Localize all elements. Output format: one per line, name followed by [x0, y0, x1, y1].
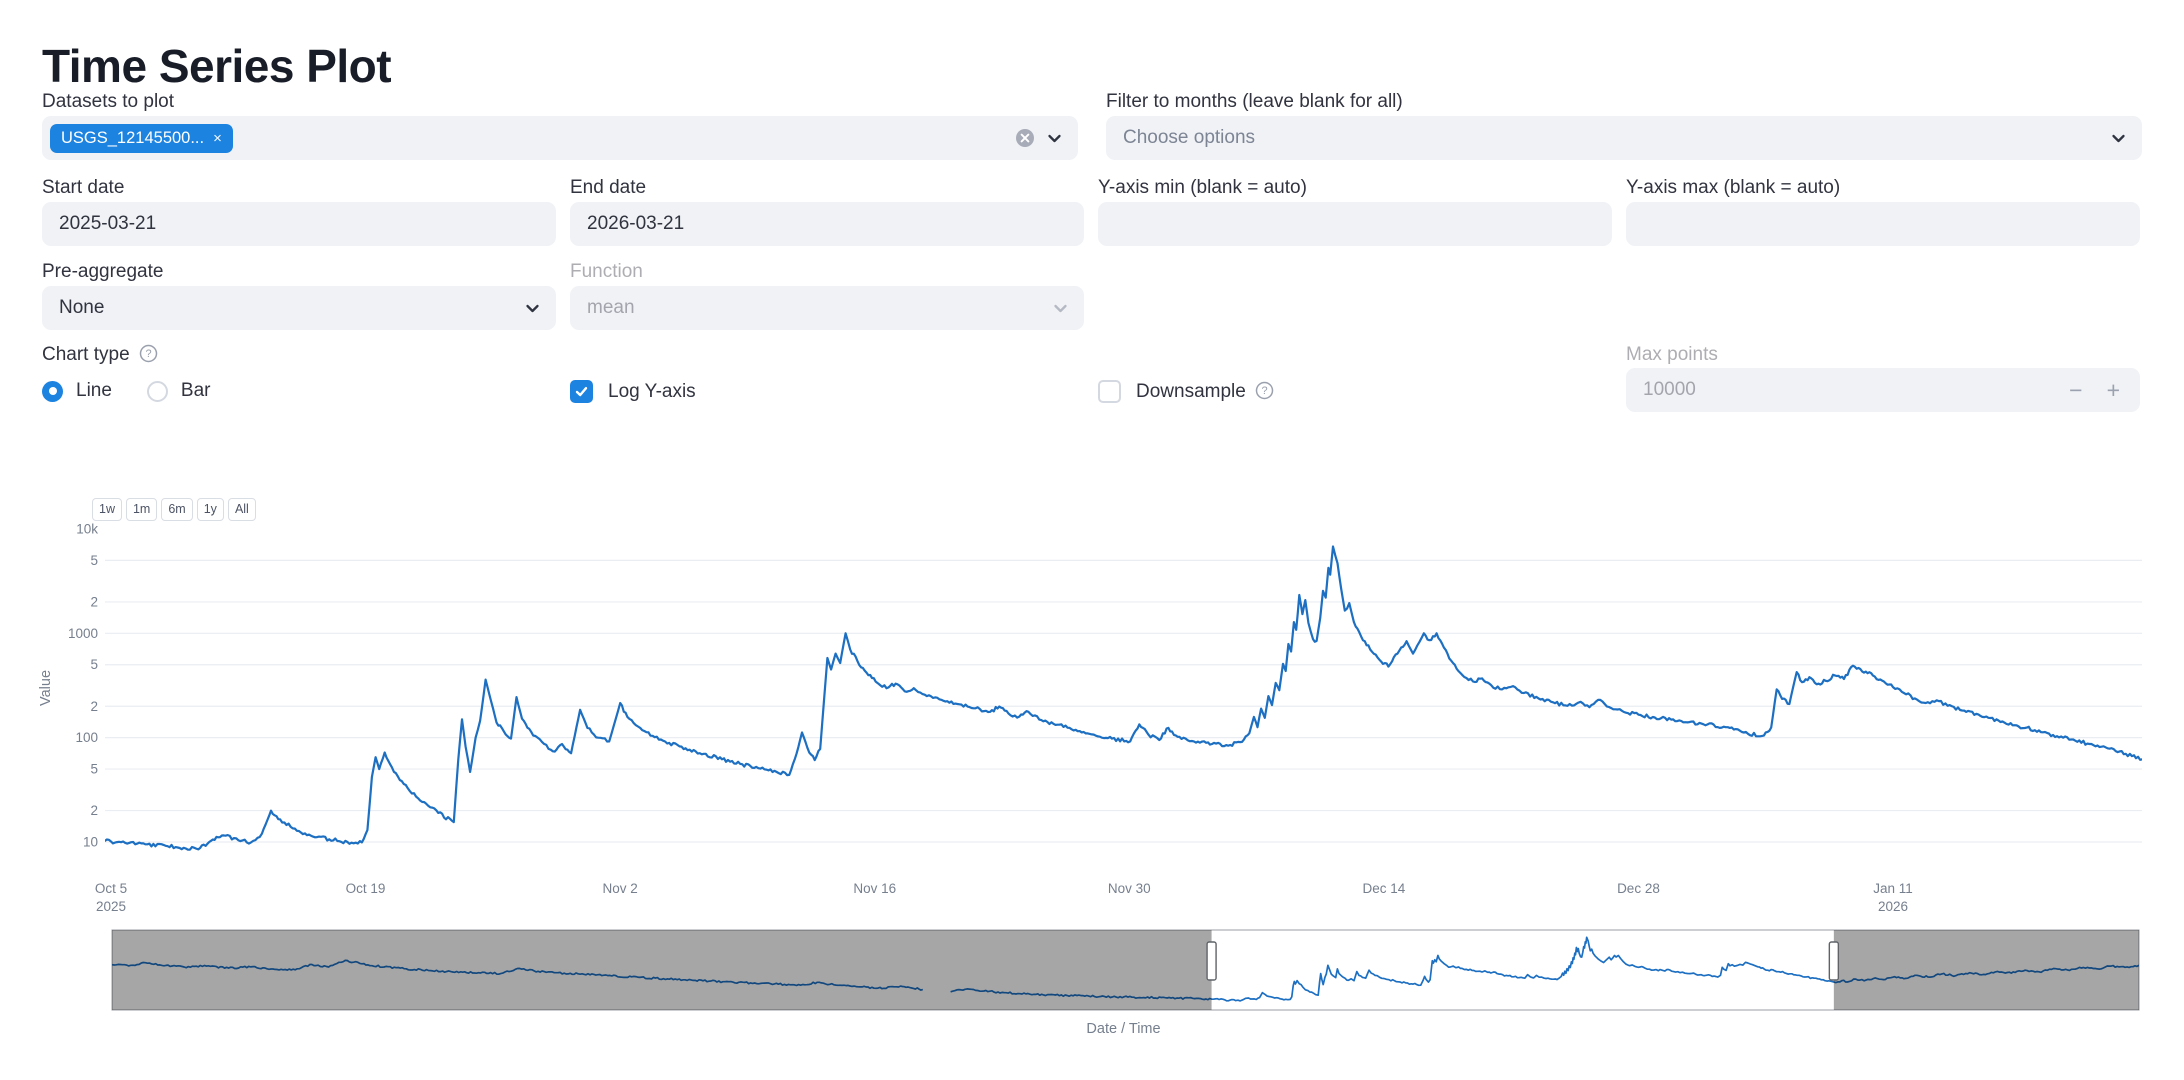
log-y-axis-label: Log Y-axis	[608, 380, 696, 402]
x-axis-title: Date / Time	[1086, 1021, 1160, 1037]
range-selector: 1w 1m 6m 1y All	[92, 498, 256, 521]
radio-option-line[interactable]: Line	[42, 380, 112, 402]
radio-line-label: Line	[76, 380, 112, 401]
x-tick-year-label: 2025	[96, 899, 126, 914]
chevron-down-icon[interactable]	[523, 299, 542, 318]
page-title: Time Series Plot	[42, 39, 392, 92]
dataset-tag-label: USGS_12145500...	[61, 128, 205, 147]
help-icon[interactable]: ?	[139, 344, 158, 363]
x-tick-year-label: 2026	[1878, 899, 1908, 914]
plot-area[interactable]	[105, 518, 2142, 860]
x-tick-label: Dec 14	[1362, 881, 1405, 896]
months-placeholder: Choose options	[1123, 127, 1256, 148]
downsample-checkbox[interactable]: Downsample?	[1098, 380, 1274, 403]
stepper-decrement-button: −	[2069, 376, 2083, 403]
chart-type-radiogroup: Line Bar	[42, 380, 229, 402]
x-tick-label: Nov 16	[853, 881, 896, 896]
help-icon[interactable]: ?	[1255, 381, 1274, 400]
stepper-increment-button: +	[2106, 376, 2120, 403]
range-button-1w[interactable]: 1w	[92, 498, 122, 521]
tag-remove-icon[interactable]: ×	[213, 129, 222, 147]
x-tick-label: Nov 30	[1108, 881, 1151, 896]
radio-bar-label: Bar	[180, 380, 211, 401]
y-tick-label: 5	[90, 553, 98, 568]
rangeslider-handle-right[interactable]	[1828, 941, 1840, 981]
radio-option-bar[interactable]: Bar	[146, 380, 211, 402]
y-tick-label: 100	[75, 730, 98, 745]
function-select-disabled: mean	[570, 286, 1084, 330]
svg-text:?: ?	[1261, 385, 1267, 397]
rangeslider-mask-left	[112, 930, 1212, 1010]
radio-selected-icon[interactable]	[42, 380, 63, 402]
rangeslider-mask-right	[1833, 930, 2139, 1010]
ymax-label: Y-axis max (blank = auto)	[1626, 177, 1841, 198]
function-value: mean	[587, 297, 635, 318]
y-tick-label: 2	[90, 594, 98, 609]
ymax-input[interactable]	[1626, 202, 2140, 246]
y-tick-label: 10k	[76, 522, 98, 537]
rangeslider[interactable]	[111, 929, 2140, 1011]
series-line	[105, 545, 2142, 851]
max-points-value: 10000	[1643, 379, 1696, 400]
chevron-down-icon	[1054, 304, 1067, 312]
x-tick-label: Oct 19	[346, 881, 386, 896]
rangeslider-handle-left[interactable]	[1206, 941, 1217, 981]
months-label: Filter to months (leave blank for all)	[1106, 91, 1403, 112]
ymin-input[interactable]	[1098, 202, 1612, 246]
y-tick-label: 2	[90, 803, 98, 818]
ymin-label: Y-axis min (blank = auto)	[1098, 177, 1307, 198]
svg-text:?: ?	[145, 348, 151, 360]
radio-unselected-icon[interactable]	[146, 380, 168, 402]
y-axis-title: Value	[38, 670, 54, 706]
y-tick-label: 5	[90, 762, 98, 777]
x-tick-label: Dec 28	[1617, 881, 1660, 896]
range-button-6m[interactable]: 6m	[161, 498, 193, 521]
rangeslider-line	[112, 936, 2139, 1002]
dataset-tag: USGS_12145500... ×	[50, 123, 233, 153]
chevron-down-icon[interactable]	[1045, 129, 1064, 148]
datasets-multiselect[interactable]: USGS_12145500... ×	[42, 116, 1078, 160]
y-tick-label: 2	[90, 699, 98, 714]
chart-type-label: Chart type?	[42, 344, 158, 366]
months-multiselect[interactable]: Choose options	[1106, 116, 2142, 160]
end-date-input[interactable]: 2026-03-21	[570, 202, 1084, 246]
x-tick-label: Jan 11	[1873, 881, 1913, 896]
range-button-1m[interactable]: 1m	[125, 498, 158, 521]
range-button-1y[interactable]: 1y	[196, 498, 224, 521]
start-date-input[interactable]: 2025-03-21	[42, 202, 556, 246]
y-tick-label: 5	[90, 657, 98, 672]
function-label: Function	[570, 261, 643, 282]
max-points-input-disabled: 10000 − +	[1626, 368, 2140, 412]
log-y-axis-checkbox[interactable]: Log Y-axis	[570, 380, 696, 403]
clear-all-icon[interactable]	[1015, 128, 1035, 148]
y-tick-label: 1000	[68, 626, 98, 641]
y-tick-label: 10	[83, 834, 98, 849]
datasets-label: Datasets to plot	[42, 91, 175, 112]
start-date-label: Start date	[42, 177, 125, 198]
x-tick-label: Oct 5	[95, 881, 127, 896]
end-date-label: End date	[570, 177, 647, 198]
end-date-value: 2026-03-21	[587, 213, 685, 234]
preaggregate-value: None	[59, 297, 105, 318]
downsample-label: Downsample?	[1136, 381, 1274, 403]
x-tick-label: Nov 2	[603, 881, 638, 896]
chevron-down-icon[interactable]	[2109, 129, 2128, 148]
preaggregate-label: Pre-aggregate	[42, 261, 164, 282]
checkbox-checked-icon[interactable]	[570, 380, 593, 403]
preaggregate-select[interactable]: None	[42, 286, 556, 330]
start-date-value: 2025-03-21	[59, 213, 157, 234]
checkbox-unchecked-icon[interactable]	[1098, 380, 1121, 403]
max-points-label: Max points	[1626, 344, 1718, 365]
range-button-all[interactable]: All	[227, 498, 256, 521]
